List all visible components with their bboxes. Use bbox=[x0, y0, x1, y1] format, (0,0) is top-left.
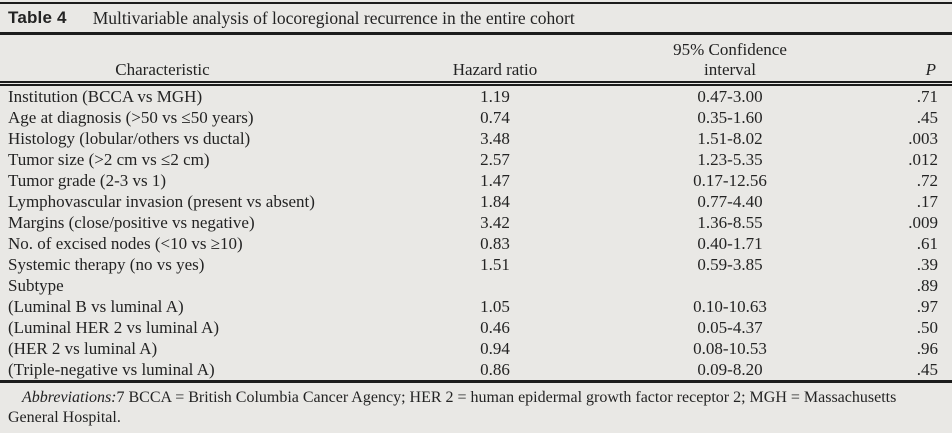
table-row: Histology (lobular/others vs ductal) 3.4… bbox=[0, 128, 952, 149]
hazard-ratio-cell: 0.86 bbox=[480, 360, 510, 379]
ci-cell: 0.17-12.56 bbox=[693, 171, 767, 190]
table-row: (Luminal HER 2 vs luminal A) 0.46 0.05-4… bbox=[0, 317, 952, 338]
hazard-ratio-cell: 0.46 bbox=[480, 318, 510, 337]
table-footnote: Abbreviations:7 BCCA = British Columbia … bbox=[0, 383, 952, 428]
ci-cell: 0.08-10.53 bbox=[693, 339, 767, 358]
ci-cell: 0.35-1.60 bbox=[697, 108, 763, 127]
characteristic-cell: (Triple-negative vs luminal A) bbox=[8, 360, 215, 379]
table-row: Tumor size (>2 cm vs ≤2 cm) 2.57 1.23-5.… bbox=[0, 149, 952, 170]
ci-cell: 0.10-10.63 bbox=[693, 297, 767, 316]
hazard-ratio-cell: 1.47 bbox=[480, 171, 510, 190]
ci-cell: 0.47-3.00 bbox=[697, 87, 763, 106]
results-table: 95% Confidence Characteristic Hazard rat… bbox=[0, 35, 952, 383]
table-row: Subtype .89 bbox=[0, 275, 952, 296]
p-cell: .003 bbox=[908, 129, 938, 148]
characteristic-cell: (HER 2 vs luminal A) bbox=[8, 339, 158, 358]
hazard-ratio-cell: 0.94 bbox=[480, 339, 510, 358]
characteristic-cell: Systemic therapy (no vs yes) bbox=[8, 255, 205, 274]
table-row: (Triple-negative vs luminal A) 0.86 0.09… bbox=[0, 359, 952, 382]
characteristic-cell: No. of excised nodes (<10 vs ≥10) bbox=[8, 234, 243, 253]
hazard-ratio-cell: 1.51 bbox=[480, 255, 510, 274]
table-row: No. of excised nodes (<10 vs ≥10) 0.83 0… bbox=[0, 233, 952, 254]
characteristic-cell: (Luminal HER 2 vs luminal A) bbox=[8, 318, 220, 337]
table-body: Institution (BCCA vs MGH) 1.19 0.47-3.00… bbox=[0, 84, 952, 382]
header-row: Characteristic Hazard ratio interval P bbox=[0, 59, 952, 84]
p-cell: .71 bbox=[916, 87, 938, 106]
table-header: 95% Confidence Characteristic Hazard rat… bbox=[0, 35, 952, 84]
ci-cell bbox=[570, 275, 890, 296]
p-cell: .39 bbox=[916, 255, 938, 274]
column-header-characteristic: Characteristic bbox=[115, 60, 210, 79]
characteristic-cell: (Luminal B vs luminal A) bbox=[8, 297, 184, 316]
table-row: Lymphovascular invasion (present vs abse… bbox=[0, 191, 952, 212]
characteristic-cell: Histology (lobular/others vs ductal) bbox=[8, 129, 251, 148]
footnote-abbreviations-label: Abbreviations: bbox=[22, 389, 117, 406]
hazard-ratio-cell: 3.48 bbox=[480, 129, 510, 148]
p-cell: .45 bbox=[916, 108, 938, 127]
p-cell: .61 bbox=[916, 234, 938, 253]
hazard-ratio-cell: 1.84 bbox=[480, 192, 510, 211]
table-row: Margins (close/positive vs negative) 3.4… bbox=[0, 212, 952, 233]
p-cell: .97 bbox=[916, 297, 938, 316]
hazard-ratio-cell: 1.19 bbox=[480, 87, 510, 106]
hazard-ratio-cell: 2.57 bbox=[480, 150, 510, 169]
p-cell: .45 bbox=[916, 360, 938, 379]
p-cell: .50 bbox=[916, 318, 938, 337]
p-cell: .72 bbox=[916, 171, 938, 190]
p-cell: .96 bbox=[916, 339, 938, 358]
table-row: (HER 2 vs luminal A) 0.94 0.08-10.53 .96 bbox=[0, 338, 952, 359]
p-cell: .012 bbox=[908, 150, 938, 169]
characteristic-cell: Margins (close/positive vs negative) bbox=[8, 213, 255, 232]
footnote-text: 7 BCCA = British Columbia Cancer Agency;… bbox=[8, 389, 897, 426]
column-header-hazard-ratio: Hazard ratio bbox=[452, 60, 538, 79]
ci-cell: 1.51-8.02 bbox=[697, 129, 763, 148]
characteristic-cell: Tumor size (>2 cm vs ≤2 cm) bbox=[8, 150, 210, 169]
table-number-label: Table 4 bbox=[8, 8, 67, 27]
hazard-ratio-cell: 1.05 bbox=[480, 297, 510, 316]
characteristic-cell: Lymphovascular invasion (present vs abse… bbox=[8, 192, 315, 211]
ci-cell: 0.40-1.71 bbox=[697, 234, 763, 253]
table-row: Tumor grade (2-3 vs 1) 1.47 0.17-12.56 .… bbox=[0, 170, 952, 191]
table-title: Multivariable analysis of locoregional r… bbox=[92, 7, 575, 28]
p-cell: .17 bbox=[916, 192, 938, 211]
ci-cell: 0.09-8.20 bbox=[697, 360, 763, 379]
column-header-ci-line2: interval bbox=[704, 60, 756, 79]
table-caption: Table 4 Multivariable analysis of locore… bbox=[0, 4, 952, 32]
ci-cell: 1.23-5.35 bbox=[697, 150, 763, 169]
header-row-ci-top: 95% Confidence bbox=[0, 35, 952, 59]
caption-rule bbox=[0, 32, 952, 35]
characteristic-cell: Tumor grade (2-3 vs 1) bbox=[8, 171, 167, 190]
p-cell: .009 bbox=[908, 213, 938, 232]
ci-cell: 1.36-8.55 bbox=[697, 213, 763, 232]
hazard-ratio-cell: 0.83 bbox=[480, 234, 510, 253]
top-rule bbox=[0, 2, 952, 4]
column-header-p: P bbox=[925, 60, 936, 79]
hazard-ratio-cell: 3.42 bbox=[480, 213, 510, 232]
column-header-ci-line1: 95% Confidence bbox=[673, 40, 787, 59]
characteristic-cell: Subtype bbox=[8, 276, 64, 295]
ci-cell: 0.77-4.40 bbox=[697, 192, 763, 211]
table-row: Age at diagnosis (>50 vs ≤50 years) 0.74… bbox=[0, 107, 952, 128]
p-cell: .89 bbox=[916, 276, 938, 295]
table-row: (Luminal B vs luminal A) 1.05 0.10-10.63… bbox=[0, 296, 952, 317]
ci-cell: 0.59-3.85 bbox=[697, 255, 763, 274]
characteristic-cell: Institution (BCCA vs MGH) bbox=[8, 87, 203, 106]
hazard-ratio-cell: 0.74 bbox=[480, 108, 510, 127]
characteristic-cell: Age at diagnosis (>50 vs ≤50 years) bbox=[8, 108, 254, 127]
ci-cell: 0.05-4.37 bbox=[697, 318, 763, 337]
hazard-ratio-cell bbox=[420, 275, 570, 296]
table-row: Institution (BCCA vs MGH) 1.19 0.47-3.00… bbox=[0, 84, 952, 108]
table-row: Systemic therapy (no vs yes) 1.51 0.59-3… bbox=[0, 254, 952, 275]
